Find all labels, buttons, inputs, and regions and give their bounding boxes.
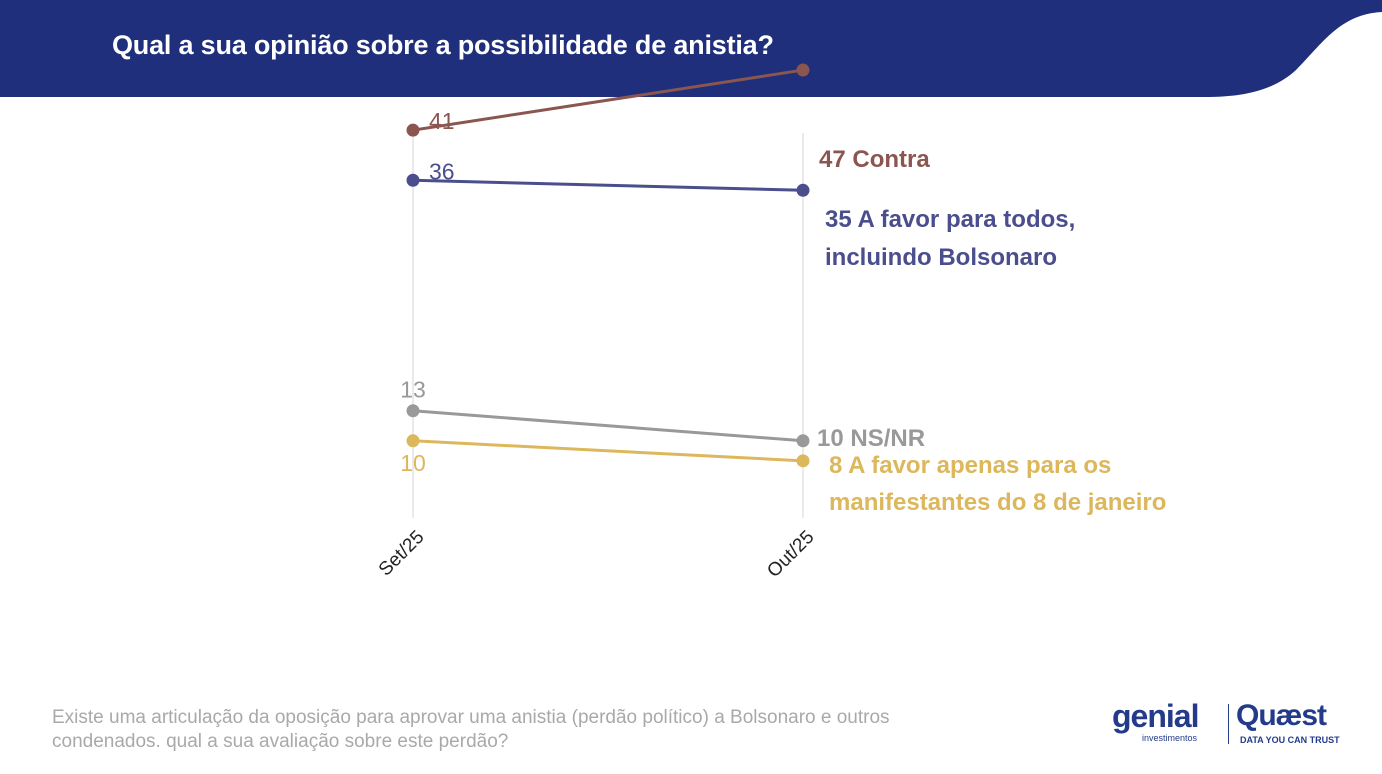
grid-lines	[412, 133, 804, 518]
data-point	[796, 183, 810, 197]
question-footnote: Existe uma articulação da oposição para …	[52, 707, 890, 752]
series-line	[412, 68, 804, 132]
genial-logo: genial investimentos	[1112, 698, 1199, 743]
genial-logo-subtitle: investimentos	[1142, 733, 1198, 743]
data-point	[796, 434, 810, 448]
quaest-logo-word: Quæst	[1236, 699, 1327, 732]
end-label-line: 47 Contra	[819, 146, 930, 173]
data-point	[406, 123, 420, 137]
series-line	[412, 409, 804, 443]
end-label-line: incluindo Bolsonaro	[825, 244, 1057, 271]
start-value-label: 13	[400, 377, 426, 403]
header-background	[0, 0, 1382, 97]
page-title: Qual a sua opinião sobre a possibilidade…	[112, 30, 774, 60]
series-1: 36 35 A favor para todos, incluindo Bolson…	[406, 158, 1075, 271]
data-point	[406, 173, 420, 187]
genial-logo-word: genial	[1112, 698, 1199, 734]
quaest-logo: Quæst DATA YOU CAN TRUST	[1236, 699, 1340, 746]
data-point	[796, 454, 810, 468]
header-banner: Qual a sua opinião sobre a possibilidade…	[0, 0, 1382, 100]
data-point	[406, 404, 420, 418]
logos: genial investimentos Quæst DATA YOU CAN …	[1112, 700, 1352, 750]
end-label-line: manifestantes do 8 de janeiro	[829, 489, 1166, 516]
start-value-label: 10	[400, 450, 426, 476]
series-3: 10 8 A favor apenas para os manifestantes …	[400, 434, 1166, 516]
end-label-line: 35 A favor para todos,	[825, 206, 1075, 233]
start-value-label: 41	[429, 108, 455, 134]
slope-chart: 41 47 Contra 36 35 A favor para todos, inclu…	[375, 63, 1166, 582]
series-layer: 41 47 Contra 36 35 A favor para todos, inclu…	[400, 63, 1166, 516]
x-tick-label: Set/25	[375, 527, 429, 581]
series-line	[412, 439, 804, 463]
data-point	[406, 434, 420, 448]
data-point	[796, 63, 810, 77]
series-2: 13 10 NS/NR	[400, 377, 925, 452]
quaest-logo-tagline: DATA YOU CAN TRUST	[1240, 735, 1340, 745]
series-line	[412, 178, 804, 192]
x-axis-ticks: Set/25 Out/25	[375, 527, 819, 582]
logo-divider	[1228, 704, 1229, 744]
series-0: 41 47 Contra	[406, 63, 930, 173]
end-label-line: 10 NS/NR	[817, 425, 925, 452]
start-value-label: 36	[429, 158, 455, 184]
end-label-line: 8 A favor apenas para os	[829, 452, 1111, 479]
x-tick-label: Out/25	[763, 527, 818, 582]
